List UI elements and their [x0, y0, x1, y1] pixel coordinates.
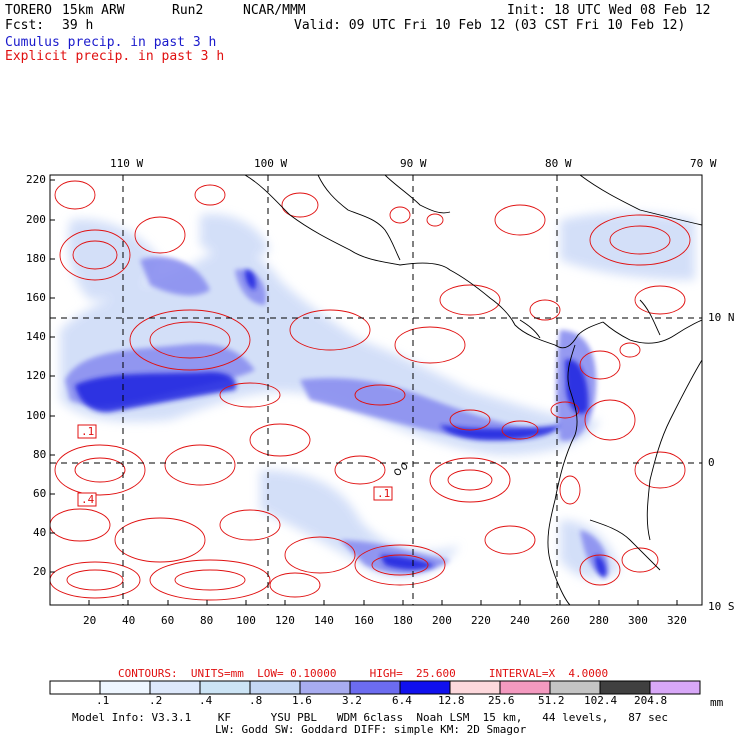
resolution-label: 15km ARW [62, 3, 125, 18]
colorbar-label-6: 6.4 [392, 694, 412, 707]
init-time: Init: 18 UTC Wed 08 Feb 12 [507, 3, 711, 18]
x-axis-ticks [88, 600, 678, 605]
org-label: NCAR/MMM [243, 3, 306, 18]
x-tick-320: 320 [667, 614, 687, 627]
y-axis-ticks [50, 179, 55, 573]
x-tick-200: 200 [432, 614, 452, 627]
contour-label-3: .1 [377, 487, 391, 500]
cumulus-precip-heavy [75, 269, 606, 578]
x-tick-220: 220 [471, 614, 491, 627]
x-tick-180: 180 [393, 614, 413, 627]
x-tick-80: 80 [200, 614, 214, 627]
lat-label-10s: 10 S [708, 600, 735, 613]
colorbar-label-3: .8 [249, 694, 263, 707]
model-info-physics: LW: Godd SW: Goddard DIFF: simple KM: 2D… [215, 723, 527, 736]
lon-label-100w: 100 W [254, 157, 288, 170]
colorbar-label-7: 12.8 [438, 694, 465, 707]
colorbar-cells [49, 680, 701, 695]
colorbar-cell-0 [49, 680, 101, 695]
x-tick-160: 160 [354, 614, 374, 627]
y-tick-160: 160 [26, 291, 46, 304]
coastlines [244, 175, 702, 605]
y-tick-120: 120 [26, 369, 46, 382]
lat-label-0: 0 [708, 456, 715, 469]
colorbar-cell-3 [199, 680, 251, 695]
x-tick-120: 120 [275, 614, 295, 627]
map-frame [49, 174, 703, 606]
contour-label-1: .1 [81, 425, 95, 438]
colorbar-label-2: .4 [199, 694, 213, 707]
forecast-hours: 39 h [62, 18, 94, 33]
x-tick-100: 100 [236, 614, 256, 627]
colorbar-cell-6 [349, 680, 401, 695]
y-tick-140: 140 [26, 330, 46, 343]
x-tick-300: 300 [628, 614, 648, 627]
valid-time: Valid: 09 UTC Fri 10 Feb 12 (03 CST Fri … [294, 18, 686, 33]
explicit-precip-contours [50, 180, 691, 601]
colorbar-cell-5 [299, 680, 351, 695]
y-tick-60: 60 [33, 487, 47, 500]
lon-label-110w: 110 W [110, 157, 144, 170]
colorbar-label-9: 51.2 [538, 694, 565, 707]
contours-info: CONTOURS: UNITS=mm LOW= 0.10000 HIGH= 25… [118, 667, 609, 680]
colorbar-cell-2 [149, 680, 201, 695]
field-title-cumulus: Cumulus precip. in past 3 h [5, 35, 217, 50]
y-tick-100: 100 [26, 409, 46, 422]
colorbar-cell-10 [549, 680, 601, 695]
colorbar-cell-11 [599, 680, 651, 695]
lon-label-90w: 90 W [400, 157, 427, 170]
colorbar-cell-8 [449, 680, 501, 695]
colorbar-label-8: 25.6 [488, 694, 515, 707]
colorbar-label-5: 3.2 [342, 694, 362, 707]
lat-label-10n: 10 N [708, 311, 735, 324]
colorbar-cell-1 [99, 680, 151, 695]
forecast-label: Fcst: [5, 18, 45, 33]
contour-label-2: .4 [81, 493, 95, 506]
colorbar-cell-4 [249, 680, 301, 695]
x-tick-280: 280 [589, 614, 609, 627]
colorbar-cell-7 [399, 680, 451, 695]
x-tick-140: 140 [314, 614, 334, 627]
x-tick-260: 260 [550, 614, 570, 627]
y-tick-40: 40 [33, 526, 47, 539]
y-tick-80: 80 [33, 448, 47, 461]
model-name: TORERO [5, 3, 52, 18]
y-tick-180: 180 [26, 252, 46, 265]
colorbar-label-4: 1.6 [292, 694, 312, 707]
lon-label-70w: 70 W [690, 157, 717, 170]
x-tick-40: 40 [122, 614, 136, 627]
colorbar-label-1: .2 [149, 694, 163, 707]
colorbar-unit: mm [710, 696, 724, 709]
x-tick-240: 240 [510, 614, 530, 627]
y-tick-200: 200 [26, 213, 46, 226]
lat-lon-grid [50, 175, 702, 605]
colorbar-label-0: .1 [96, 694, 110, 707]
field-title-explicit: Explicit precip. in past 3 h [5, 49, 225, 64]
contour-label-boxes [77, 424, 393, 507]
model-info: Model Info: V3.3.1 KF YSU PBL WDM 6class… [72, 711, 669, 724]
lon-label-80w: 80 W [545, 157, 572, 170]
colorbar-cell-12 [649, 680, 701, 695]
y-tick-20: 20 [33, 565, 47, 578]
x-tick-20: 20 [83, 614, 97, 627]
colorbar-label-11: 204.8 [634, 694, 668, 707]
x-tick-60: 60 [161, 614, 175, 627]
colorbar-label-10: 102.4 [584, 694, 618, 707]
y-tick-220: 220 [26, 173, 46, 186]
colorbar-cell-9 [499, 680, 551, 695]
run-label: Run2 [172, 3, 204, 18]
